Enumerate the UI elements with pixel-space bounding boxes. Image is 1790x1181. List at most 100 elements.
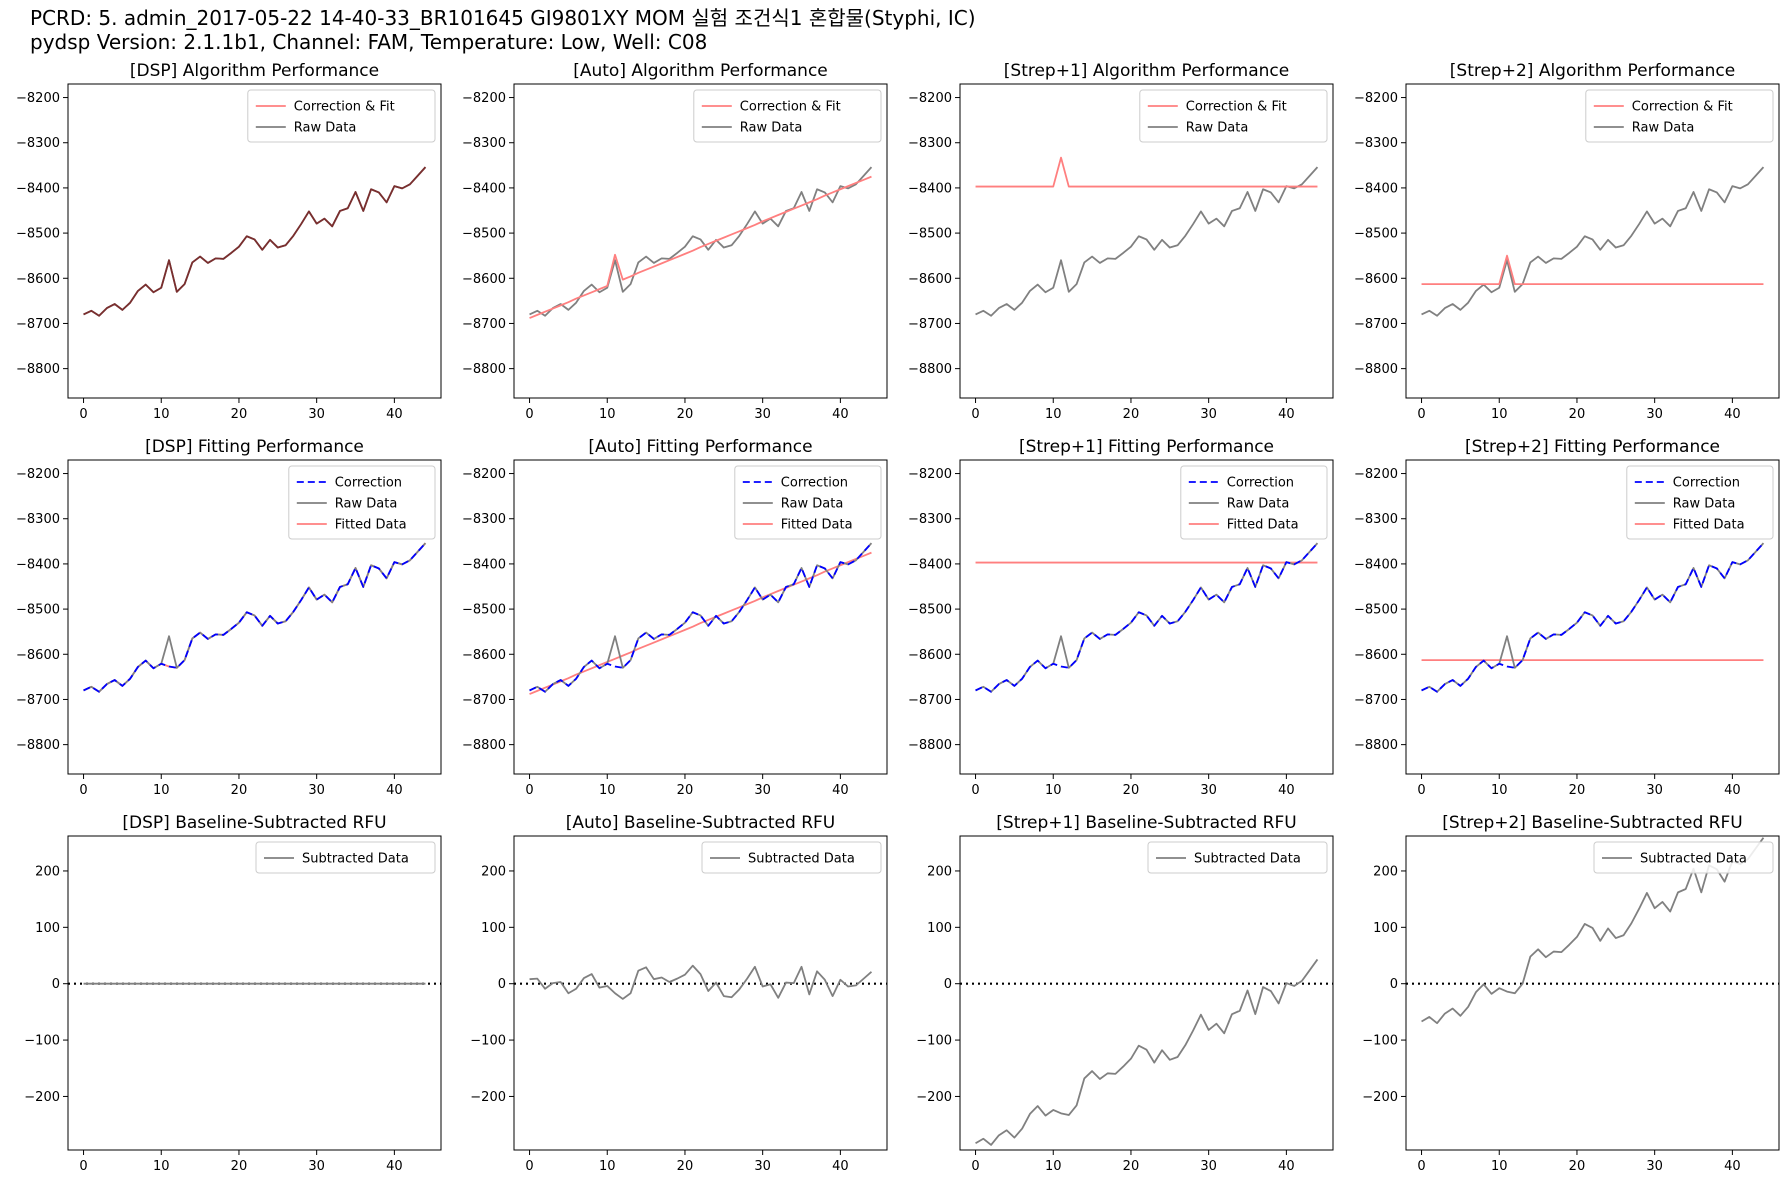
x-tick-label: 10 <box>153 1159 170 1174</box>
x-tick-label: 10 <box>1491 783 1508 798</box>
x-tick-label: 10 <box>1491 407 1508 422</box>
y-tick-label: −8700 <box>462 317 506 332</box>
x-tick-label: 10 <box>1491 1159 1508 1174</box>
y-tick-label: −200 <box>916 1090 952 1105</box>
x-tick-label: 40 <box>1278 783 1295 798</box>
y-tick-label: 200 <box>481 864 506 879</box>
legend-label: Correction & Fit <box>1186 100 1287 115</box>
chart-panel: [Auto] Algorithm Performance 0 10 20 30 40 −88… <box>462 61 888 422</box>
legend-label: Subtracted Data <box>1194 852 1301 867</box>
x-tick-label: 40 <box>1724 407 1741 422</box>
plot-frame <box>959 835 1334 1151</box>
plot-frame <box>1405 459 1780 775</box>
legend-label: Raw Data <box>335 497 398 512</box>
series-line <box>83 166 427 317</box>
x-tick-label: 0 <box>79 783 87 798</box>
legend-box <box>1626 465 1774 540</box>
chart-panel: [Strep+1] Fitting Performance 0 10 20 30 40 −8… <box>908 437 1334 798</box>
chart-panel: [DSP] Fitting Performance 0 10 20 30 40 −8800 −… <box>16 437 442 798</box>
legend-label: Correction & Fit <box>1632 100 1733 115</box>
legend: Correction Raw Data Fitted Data <box>288 465 436 540</box>
chart-title: [Strep+2] Algorithm Performance <box>1450 61 1735 81</box>
series-line <box>529 166 873 317</box>
chart-panel: [Strep+2] Algorithm Performance 0 10 20 30 40… <box>1354 61 1780 422</box>
chart-title: [Strep+1] Algorithm Performance <box>1004 61 1289 81</box>
y-tick-label: −8200 <box>908 467 952 482</box>
legend-label: Correction <box>781 476 848 491</box>
chart-panel: [Auto] Fitting Performance 0 10 20 30 40 −8800… <box>462 437 888 798</box>
y-tick-label: −100 <box>1362 1034 1398 1049</box>
legend-label: Correction & Fit <box>740 100 841 115</box>
plot-frame <box>513 835 888 1151</box>
y-tick-label: −8400 <box>908 557 952 572</box>
y-tick-label: −8500 <box>462 603 506 618</box>
x-tick-label: 30 <box>308 407 325 422</box>
chart-panel: [Strep+1] Baseline-Subtracted RFU 0 10 20 30… <box>916 813 1334 1174</box>
x-tick-label: 30 <box>308 783 325 798</box>
y-tick-label: −8600 <box>462 648 506 663</box>
plot-frame <box>67 83 442 399</box>
chart-title: [Strep+1] Baseline-Subtracted RFU <box>996 813 1296 833</box>
y-tick-label: 200 <box>1373 864 1398 879</box>
plot-frame <box>959 459 1334 775</box>
y-tick-label: −100 <box>24 1034 60 1049</box>
y-tick-label: −8800 <box>908 738 952 753</box>
x-tick-label: 10 <box>1045 783 1062 798</box>
figure-title: PCRD: 5. admin_2017-05-22 14-40-33_BR101… <box>30 6 976 54</box>
x-tick-label: 30 <box>754 783 771 798</box>
y-tick-label: −8500 <box>462 227 506 242</box>
series-line <box>975 542 1319 693</box>
x-tick-label: 0 <box>1417 1159 1425 1174</box>
plot-frame <box>1405 83 1780 399</box>
x-tick-label: 40 <box>1724 783 1741 798</box>
y-tick-label: 0 <box>1390 977 1398 992</box>
x-tick-label: 30 <box>1646 783 1663 798</box>
series-line <box>975 166 1319 317</box>
y-tick-label: 0 <box>944 977 952 992</box>
series-line <box>529 542 873 693</box>
x-tick-label: 40 <box>386 1159 403 1174</box>
x-tick-label: 10 <box>153 407 170 422</box>
chart-panel: [Auto] Baseline-Subtracted RFU 0 10 20 30 40 −… <box>470 813 888 1174</box>
x-tick-label: 30 <box>754 1159 771 1174</box>
chart-title: [Strep+2] Fitting Performance <box>1465 437 1720 457</box>
y-tick-label: −8500 <box>1354 603 1398 618</box>
x-tick-label: 20 <box>1569 783 1586 798</box>
x-tick-label: 20 <box>677 1159 694 1174</box>
legend-box <box>247 89 436 143</box>
series-line <box>1421 542 1765 693</box>
y-tick-label: −8200 <box>16 91 60 106</box>
y-tick-label: −8800 <box>462 362 506 377</box>
chart-title: [Strep+1] Fitting Performance <box>1019 437 1274 457</box>
x-tick-label: 0 <box>971 407 979 422</box>
y-tick-label: −100 <box>470 1034 506 1049</box>
x-tick-label: 0 <box>79 407 87 422</box>
y-tick-label: 100 <box>35 921 60 936</box>
y-tick-label: −8600 <box>462 272 506 287</box>
x-tick-label: 0 <box>525 783 533 798</box>
legend-box <box>693 89 882 143</box>
legend: Correction & Fit Raw Data <box>693 89 882 143</box>
legend: Subtracted Data <box>1147 841 1328 874</box>
legend-box <box>1147 841 1328 874</box>
chart-title: [Strep+2] Baseline-Subtracted RFU <box>1442 813 1742 833</box>
legend-label: Raw Data <box>781 497 844 512</box>
x-tick-label: 20 <box>1569 407 1586 422</box>
y-tick-label: −8700 <box>16 317 60 332</box>
legend-label: Subtracted Data <box>1640 852 1747 867</box>
x-tick-label: 20 <box>1569 1159 1586 1174</box>
legend: Correction & Fit Raw Data <box>1139 89 1328 143</box>
legend-box <box>734 465 882 540</box>
y-tick-label: −8500 <box>908 603 952 618</box>
chart-panel: [DSP] Algorithm Performance 0 10 20 30 40 −880… <box>16 61 442 422</box>
y-tick-label: −8300 <box>1354 512 1398 527</box>
y-tick-label: −8500 <box>1354 227 1398 242</box>
y-tick-label: −8800 <box>16 362 60 377</box>
legend-label: Correction <box>335 476 402 491</box>
x-tick-label: 0 <box>971 783 979 798</box>
series-line <box>83 542 427 693</box>
plot-frame <box>1405 835 1780 1151</box>
y-tick-label: 100 <box>927 921 952 936</box>
chart-title: [Auto] Baseline-Subtracted RFU <box>566 813 835 833</box>
x-tick-label: 10 <box>153 783 170 798</box>
